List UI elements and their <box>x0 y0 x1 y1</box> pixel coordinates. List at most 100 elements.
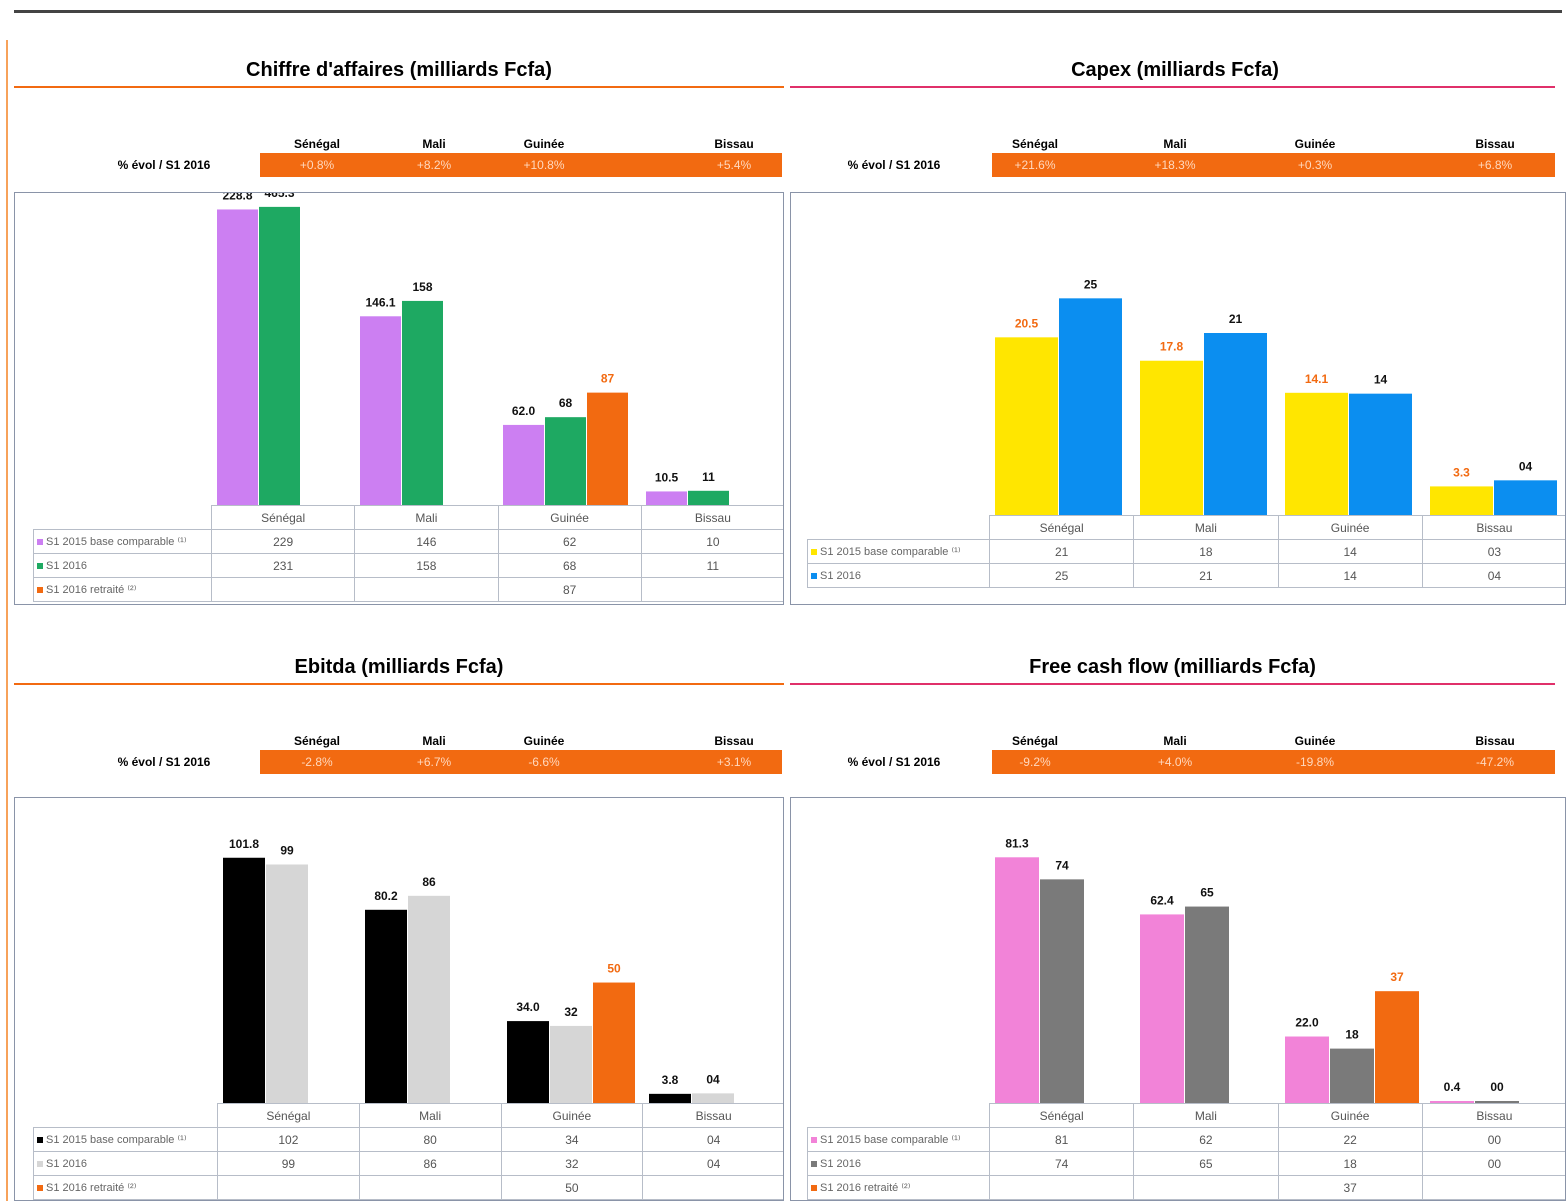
country-head-bissau: Bissau <box>714 734 754 748</box>
table-col-header: Bissau <box>1421 1103 1565 1128</box>
country-head-mali: Mali <box>422 734 446 748</box>
country-head-guinee: Guinée <box>1294 734 1336 748</box>
table-cell <box>642 1175 783 1200</box>
bar-guine-series-2 <box>593 982 635 1103</box>
data-label: 99 <box>280 844 294 858</box>
table-col-header: Sénégal <box>988 515 1135 540</box>
table-row: S1 2016 retraité ⁽²⁾ 50 <box>33 1175 783 1200</box>
evol-value-guinee: +0.3% <box>1297 158 1333 172</box>
table-row: S1 2015 base comparable ⁽¹⁾ 229 146 62 1… <box>33 529 783 554</box>
bar-guine-series-2 <box>1375 991 1419 1103</box>
data-label: 87 <box>601 372 615 386</box>
table-cell: 14 <box>1277 539 1423 564</box>
country-head-mali: Mali <box>422 137 446 151</box>
data-label: 04 <box>1519 459 1533 473</box>
country-head-bissau: Bissau <box>1475 137 1515 151</box>
table-cell: 81 <box>988 1127 1135 1152</box>
table-cell <box>1421 1175 1565 1200</box>
title-rule <box>14 683 784 685</box>
data-label: 25 <box>1084 277 1098 291</box>
table-header-row: Sénégal Mali Guinée Bissau <box>808 515 1565 540</box>
legend-cell: S1 2016 <box>807 1151 990 1176</box>
title-rule <box>790 683 1555 685</box>
bar-bissau-series-0 <box>1430 1101 1474 1103</box>
table-header-row: Sénégal Mali Guinée Bissau <box>34 505 783 530</box>
chart-box: 101.8 99 80.2 86 34.0 32 50 3.8 04 Sénégal Mali … <box>14 797 784 1201</box>
table-cell: 229 <box>210 529 356 554</box>
legend-label: S1 2015 base comparable ⁽¹⁾ <box>820 546 961 558</box>
evol-label: % évol / S1 2016 <box>847 158 941 172</box>
legend-swatch <box>811 1137 817 1144</box>
data-label: 74 <box>1055 858 1069 872</box>
legend-label: S1 2016 retraité ⁽²⁾ <box>820 1182 911 1194</box>
legend-cell: S1 2015 base comparable ⁽¹⁾ <box>807 539 990 564</box>
data-label: 21 <box>1229 312 1243 326</box>
bar-sngal-series-1 <box>259 206 300 505</box>
legend-swatch <box>811 549 817 556</box>
panel-title: Chiffre d'affaires (milliards Fcfa) <box>246 59 552 81</box>
table-cell: 22 <box>1277 1127 1423 1152</box>
bar-mali-series-1 <box>1204 333 1267 515</box>
left-rule <box>6 40 8 1201</box>
bar-plot: 101.8 99 80.2 86 34.0 32 50 3.8 04 <box>223 837 734 1103</box>
bar-sngal-series-0 <box>995 857 1039 1103</box>
panel-title: Free cash flow (milliards Fcfa) <box>1029 656 1316 678</box>
panel-title: Capex (milliards Fcfa) <box>1071 59 1279 81</box>
evol-value-mali: +8.2% <box>416 158 452 172</box>
table-col-header: Guinée <box>1277 1103 1423 1128</box>
table-cell: 32 <box>500 1151 644 1176</box>
evol-bar <box>260 750 782 774</box>
table-row: S1 2016 99 86 32 04 <box>33 1151 783 1176</box>
bar-guine-series-0 <box>507 1021 549 1103</box>
panel-title: Ebitda (milliards Fcfa) <box>294 656 504 678</box>
bar-mali-series-0 <box>1140 360 1203 515</box>
table-cell: 25 <box>988 563 1135 588</box>
data-table: Sénégal Mali Guinée Bissau S1 2015 base … <box>33 1103 783 1200</box>
table-row: S1 2016 231 158 68 11 <box>33 553 783 578</box>
legend-cell: S1 2015 base comparable ⁽¹⁾ <box>33 1127 218 1152</box>
table-col-header: Mali <box>358 1103 502 1128</box>
legend-label: S1 2016 retraité ⁽²⁾ <box>46 1182 137 1194</box>
table-row: S1 2016 retraité ⁽²⁾ 37 <box>807 1175 1565 1200</box>
table-cell: 04 <box>642 1127 783 1152</box>
table-cell: 102 <box>217 1127 360 1152</box>
table-cell <box>988 1175 1135 1200</box>
legend-cell: S1 2016 retraité ⁽²⁾ <box>33 1175 218 1200</box>
table-header-row: Sénégal Mali Guinée Bissau <box>34 1103 783 1128</box>
bar-sngal-series-1 <box>1059 298 1122 515</box>
data-label: 32 <box>564 1005 578 1019</box>
data-label: 228.8 <box>222 193 252 202</box>
bar-plot: 228.8 465.3 146.1 158 62.0 68 87 10.5 11 <box>217 193 729 505</box>
legend-label: S1 2016 <box>46 559 87 572</box>
legend-swatch <box>37 539 43 546</box>
country-head-guinee: Guinée <box>1294 137 1336 151</box>
title-rule <box>14 86 784 88</box>
table-col-header: Sénégal <box>217 1103 360 1128</box>
table-cell: 62 <box>1133 1127 1279 1152</box>
bar-bissau-series-0 <box>646 491 687 505</box>
table-cell: 74 <box>988 1151 1135 1176</box>
legend-cell: S1 2016 <box>33 1151 218 1176</box>
evol-label: % évol / S1 2016 <box>117 755 211 769</box>
table-col-header: Bissau <box>640 505 783 530</box>
data-label: 80.2 <box>374 889 398 903</box>
table-corner <box>34 1104 218 1128</box>
evol-bar <box>260 153 782 177</box>
table-col-header: Sénégal <box>210 505 356 530</box>
data-label: 18 <box>1345 1028 1359 1042</box>
table-row: S1 2015 base comparable ⁽¹⁾ 81 62 22 00 <box>807 1127 1565 1152</box>
legend-cell: S1 2016 <box>33 553 212 578</box>
data-table: Sénégal Mali Guinée Bissau S1 2015 base … <box>807 515 1565 588</box>
evol-value-senegal: +21.6% <box>1014 158 1056 172</box>
country-head-guinee: Guinée <box>523 734 565 748</box>
table-cell: 04 <box>642 1151 783 1176</box>
legend-swatch <box>37 562 43 569</box>
evol-value-senegal: -9.2% <box>1019 755 1051 769</box>
table-corner <box>808 1104 990 1128</box>
table-cell: 62 <box>497 529 642 554</box>
table-cell: 00 <box>1421 1151 1565 1176</box>
panel-revenue: Chiffre d'affaires (milliards Fcfa) Séné… <box>14 55 784 610</box>
bar-sngal-series-1 <box>266 864 308 1103</box>
bar-bissau-series-1 <box>692 1093 734 1103</box>
bar-guine-series-0 <box>1285 392 1348 515</box>
